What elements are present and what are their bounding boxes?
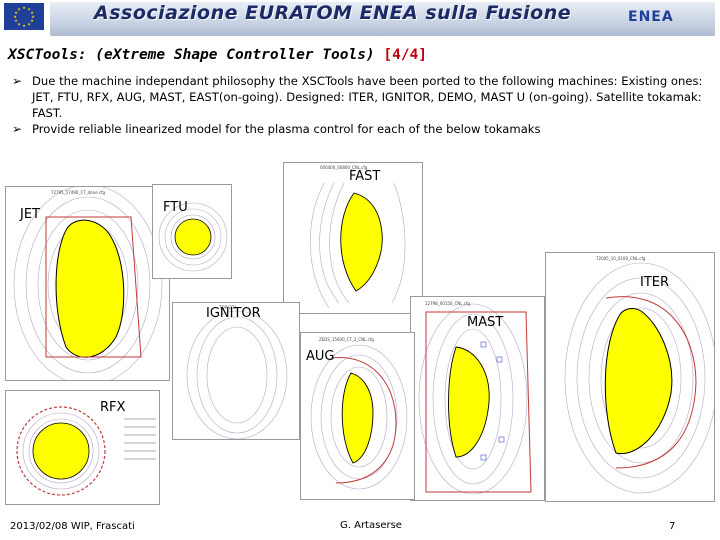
iter-caption: 72005_10_0100_CNL.cfg xyxy=(596,256,646,261)
jet-label: JET xyxy=(20,207,40,222)
slide-page-marker: [4/4] xyxy=(383,47,428,63)
jet-caption: 72795_57490_CT_done.cfg xyxy=(51,190,106,195)
svg-text:★: ★ xyxy=(30,10,34,15)
enea-logo: ENEA xyxy=(628,9,674,25)
aug-equilibrium-plot: ZEDS_15600_CT_3_CNL.cfg xyxy=(300,332,415,500)
svg-text:★: ★ xyxy=(14,10,18,15)
fast-equilibrium-plot: 000400_00800_CNL.cfg xyxy=(283,162,423,314)
svg-text:★: ★ xyxy=(27,22,31,27)
ignitor-caption: TOP SFB xyxy=(219,305,236,310)
svg-text:★: ★ xyxy=(13,14,17,19)
eu-flag-icon: ★ ★ ★ ★ ★ ★ ★ ★ ★ ★ ★ ★ xyxy=(4,3,44,30)
slide-title-text: XSCTools: (eXtreme Shape Controller Tool… xyxy=(8,47,375,63)
svg-text:★: ★ xyxy=(30,18,34,23)
fast-label: FAST xyxy=(349,169,381,184)
mast-equilibrium-plot: 12798_00150_CNL.cfg xyxy=(410,296,545,501)
svg-text:★: ★ xyxy=(17,22,21,27)
fast-caption: 000400_00800_CNL.cfg xyxy=(320,165,368,170)
ignitor-label: IGNITOR xyxy=(206,306,261,321)
aug-label: AUG xyxy=(306,349,335,364)
svg-text:★: ★ xyxy=(22,5,26,10)
header-banner: ★ ★ ★ ★ ★ ★ ★ ★ ★ ★ ★ ★ Associazione EURATOM ENE… xyxy=(0,0,720,40)
svg-text:★: ★ xyxy=(14,18,18,23)
bullet-list: ➢ Due the machine independant philosophy… xyxy=(10,73,710,137)
svg-text:★: ★ xyxy=(17,7,21,12)
mast-caption: 12798_00150_CNL.cfg xyxy=(425,301,470,306)
bullet-text: Due the machine independant philosophy t… xyxy=(32,74,703,120)
ftu-equilibrium-plot xyxy=(152,184,232,279)
arrow-bullet-icon: ➢ xyxy=(12,74,23,88)
ftu-label: FTU xyxy=(163,200,188,215)
aug-caption: ZEDS_15600_CT_3_CNL.cfg xyxy=(319,337,374,342)
header-band xyxy=(50,2,715,36)
footer-author: G. Artaserse xyxy=(340,520,402,531)
footer-page-number: 7 xyxy=(669,521,676,532)
bullet-item: ➢ Provide reliable linearized model for … xyxy=(10,121,710,137)
mast-label: MAST xyxy=(467,315,504,330)
svg-text:★: ★ xyxy=(27,7,31,12)
svg-text:★: ★ xyxy=(31,14,35,19)
bullet-text: Provide reliable linearized model for th… xyxy=(32,122,541,136)
arrow-bullet-icon: ➢ xyxy=(12,122,23,136)
iter-equilibrium-plot: 72005_10_0100_CNL.cfg xyxy=(545,252,715,502)
svg-text:★: ★ xyxy=(22,23,26,28)
rfx-label: RFX xyxy=(100,400,126,415)
bullet-item: ➢ Due the machine independant philosophy… xyxy=(10,73,710,121)
slide-title: XSCTools: (eXtreme Shape Controller Tool… xyxy=(8,47,427,63)
association-title: Associazione EURATOM ENEA sulla Fusione xyxy=(94,2,572,24)
rfx-equilibrium-plot xyxy=(5,390,160,505)
jet-equilibrium-plot: 72795_57490_CT_done.cfg xyxy=(5,186,170,381)
ignitor-equilibrium-plot: TOP SFB xyxy=(172,302,300,440)
footer-date-event: 2013/02/08 WIP, Frascati xyxy=(10,521,135,532)
iter-label: ITER xyxy=(640,275,670,290)
